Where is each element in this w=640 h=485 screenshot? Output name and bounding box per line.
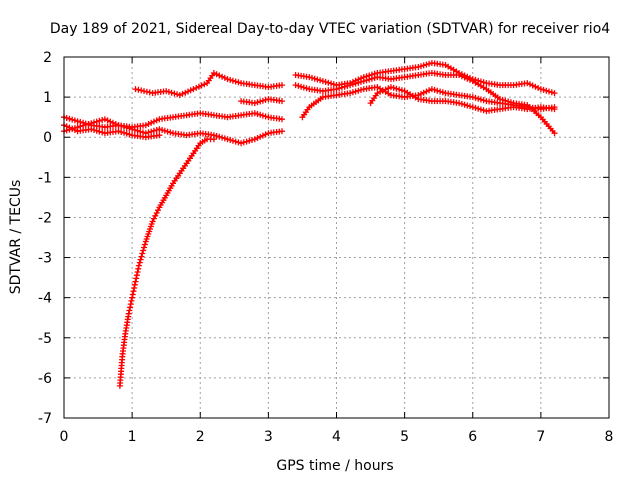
y-tick-label: -3 — [38, 251, 52, 267]
series-layer — [61, 60, 558, 389]
series-upper-band-a — [132, 70, 285, 99]
x-tick-label: 5 — [400, 429, 409, 445]
y-tick-label: -6 — [38, 371, 52, 387]
x-tick-label: 6 — [468, 429, 477, 445]
y-tick-label: 0 — [43, 130, 52, 146]
axis-ticks: 0 1 2 3 4 5 6 7 8 -7 -6 -5 -4 -3 -2 -1 0 1 2 — [38, 50, 613, 445]
x-tick-label: 7 — [536, 429, 545, 445]
x-tick-label: 2 — [196, 429, 205, 445]
series-markers — [367, 84, 558, 115]
series-upper-band-b — [238, 96, 285, 107]
series-markers — [292, 60, 558, 97]
series-markers — [116, 136, 217, 389]
series-markers — [132, 70, 285, 99]
x-tick-label: 3 — [264, 429, 273, 445]
series-late-band-a — [292, 60, 558, 97]
series-late-band-b — [292, 70, 558, 137]
y-tick-label: -4 — [38, 291, 52, 307]
x-tick-label: 1 — [128, 429, 137, 445]
y-tick-label: -5 — [38, 331, 52, 347]
x-tick-label: 0 — [60, 429, 69, 445]
y-axis-label: SDTVAR / TECUs — [8, 180, 24, 295]
series-late-band-d — [367, 84, 558, 115]
x-tick-label: 8 — [605, 429, 614, 445]
y-tick-label: -7 — [38, 411, 52, 427]
series-arc-rising — [116, 136, 217, 389]
series-markers — [238, 96, 285, 107]
y-tick-label: 2 — [43, 50, 52, 66]
x-tick-label: 4 — [332, 429, 341, 445]
x-axis-label: GPS time / hours — [276, 458, 393, 474]
chart-title: Day 189 of 2021, Sidereal Day-to-day VTE… — [50, 21, 610, 37]
y-tick-label: -2 — [38, 210, 52, 226]
y-tick-label: -1 — [38, 170, 52, 186]
y-tick-label: 1 — [43, 90, 52, 106]
series-markers — [292, 70, 558, 137]
